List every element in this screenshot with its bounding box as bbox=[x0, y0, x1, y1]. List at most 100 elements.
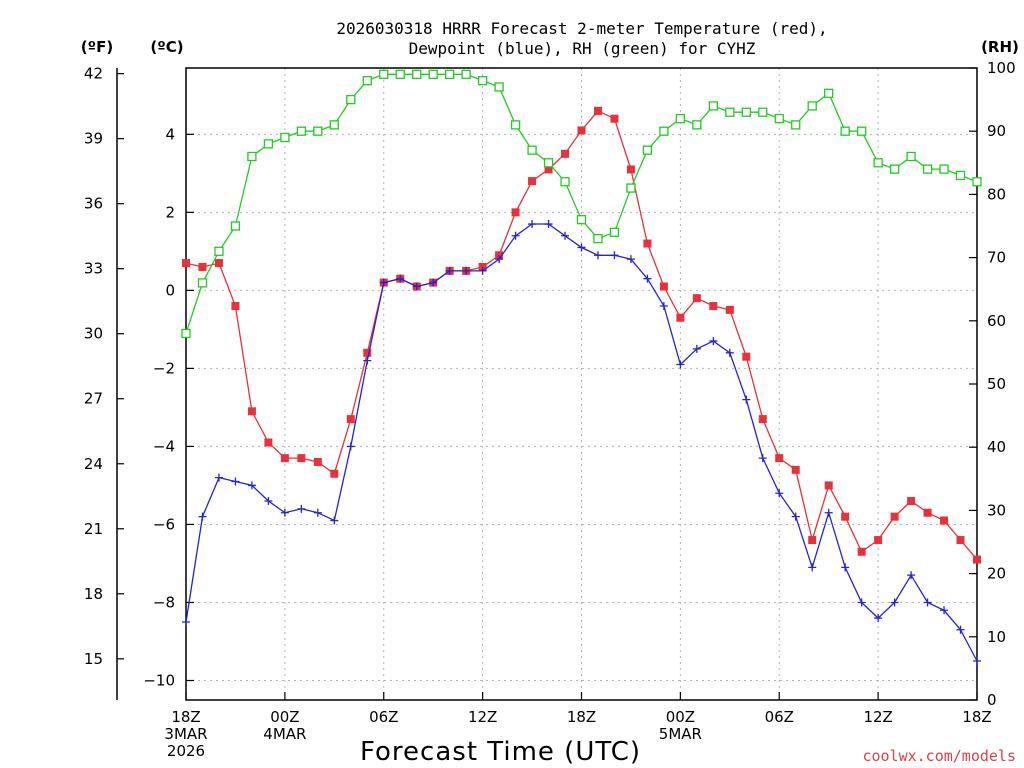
rh-point bbox=[807, 101, 817, 111]
fahrenheit-tick-label: 24 bbox=[84, 455, 103, 473]
temperature-point bbox=[874, 536, 883, 545]
rh-point bbox=[576, 215, 587, 225]
rh-point bbox=[428, 69, 438, 79]
temperature-point bbox=[363, 348, 372, 357]
rh-point bbox=[939, 164, 949, 174]
temperature-point bbox=[973, 555, 981, 564]
dewpoint-point bbox=[280, 508, 289, 517]
dewpoint-line bbox=[185, 223, 978, 662]
dewpoint-point bbox=[561, 231, 570, 240]
dewpoint-point bbox=[445, 266, 454, 275]
fahrenheit-tick-label: 30 bbox=[84, 325, 103, 343]
dewpoint-point bbox=[313, 508, 322, 517]
fahrenheit-tick-label: 21 bbox=[84, 520, 103, 538]
credit-text: coolwx.com/models bbox=[862, 747, 1016, 765]
rh-tick-label: 20 bbox=[987, 565, 1006, 583]
rh-tick-label: 60 bbox=[987, 312, 1006, 330]
rh-point bbox=[412, 69, 422, 79]
rh-tick-label: 50 bbox=[987, 375, 1006, 393]
dewpoint-point bbox=[231, 477, 240, 486]
fahrenheit-axis-unit: (ºF) bbox=[81, 38, 113, 56]
x-tick-label: 00Z bbox=[666, 708, 695, 726]
dewpoint-point bbox=[495, 255, 504, 264]
temperature-point bbox=[528, 177, 537, 186]
dewpoint-point bbox=[610, 251, 619, 260]
rh-tick-label: 100 bbox=[987, 59, 1016, 77]
rh-point bbox=[873, 158, 883, 168]
rh-axis-unit: (RH) bbox=[981, 38, 1019, 56]
rh-point bbox=[593, 233, 603, 244]
rh-point bbox=[329, 120, 339, 130]
rh-tick-label: 80 bbox=[987, 185, 1006, 203]
temperature-point bbox=[742, 352, 751, 361]
dewpoint-point bbox=[709, 337, 718, 346]
celsius-tick-label: 4 bbox=[165, 125, 175, 143]
rh-point bbox=[725, 107, 735, 117]
temperature-point bbox=[890, 512, 899, 521]
rh-point bbox=[824, 88, 834, 98]
rh-point bbox=[774, 113, 784, 124]
dewpoint-point bbox=[544, 220, 553, 229]
dewpoint-point bbox=[940, 606, 949, 615]
dewpoint-point bbox=[478, 266, 487, 275]
temperature-point bbox=[626, 165, 635, 174]
celsius-tick-label: 2 bbox=[165, 203, 175, 221]
dewpoint-point bbox=[742, 395, 751, 404]
temperature-point bbox=[857, 547, 866, 556]
rh-point bbox=[346, 94, 356, 105]
rh-point bbox=[560, 177, 570, 187]
rh-point bbox=[230, 221, 241, 231]
dewpoint-point bbox=[198, 512, 207, 521]
x-tick-label: 18Z bbox=[567, 708, 596, 726]
rh-point bbox=[527, 145, 537, 155]
x-tick-label: 2026 bbox=[167, 742, 205, 760]
celsius-tick-label: −6 bbox=[153, 515, 175, 533]
temperature-point bbox=[330, 469, 339, 478]
dewpoint-point bbox=[907, 571, 916, 580]
dewpoint-point bbox=[841, 563, 850, 572]
temperature-point bbox=[841, 512, 850, 521]
temperature-point bbox=[824, 481, 833, 490]
temperature-point bbox=[313, 458, 322, 467]
rh-point bbox=[445, 69, 455, 79]
dewpoint-point bbox=[676, 360, 685, 369]
x-tick-label: 12Z bbox=[468, 708, 497, 726]
dewpoint-point bbox=[692, 344, 701, 353]
rh-tick-label: 30 bbox=[987, 501, 1006, 519]
dewpoint-point bbox=[511, 231, 520, 240]
dewpoint-point bbox=[824, 508, 833, 517]
rh-point bbox=[856, 126, 867, 136]
fahrenheit-tick-label: 15 bbox=[84, 650, 103, 668]
dewpoint-point bbox=[890, 598, 899, 607]
temperature-point bbox=[907, 497, 916, 506]
temperature-point bbox=[709, 301, 718, 310]
temperature-point bbox=[791, 465, 800, 474]
x-tick-label: 12Z bbox=[863, 708, 892, 726]
fahrenheit-tick-label: 36 bbox=[84, 195, 103, 213]
temperature-point bbox=[676, 313, 685, 322]
rh-point bbox=[461, 69, 471, 79]
celsius-tick-label: −10 bbox=[143, 671, 175, 689]
rh-tick-label: 70 bbox=[987, 249, 1006, 267]
x-axis-label: Forecast Time (UTC) bbox=[360, 737, 641, 767]
fahrenheit-tick-label: 42 bbox=[84, 65, 103, 83]
rh-point bbox=[741, 107, 751, 117]
fahrenheit-tick-label: 33 bbox=[84, 260, 103, 278]
x-tick-label: 06Z bbox=[765, 708, 794, 726]
temperature-point bbox=[198, 262, 207, 271]
rh-point bbox=[758, 107, 768, 117]
temperature-point bbox=[775, 454, 784, 463]
temperature-point bbox=[280, 454, 289, 463]
rh-point bbox=[889, 164, 900, 174]
x-tick-label: 06Z bbox=[369, 708, 398, 726]
rh-point bbox=[296, 126, 307, 136]
data-series bbox=[181, 69, 982, 665]
temperature-point bbox=[659, 282, 668, 291]
fahrenheit-tick-label: 18 bbox=[84, 585, 103, 603]
dewpoint-point bbox=[214, 473, 223, 482]
dewpoint-point bbox=[956, 625, 965, 634]
x-tick-label: 18Z bbox=[171, 708, 200, 726]
rh-point bbox=[972, 177, 982, 187]
